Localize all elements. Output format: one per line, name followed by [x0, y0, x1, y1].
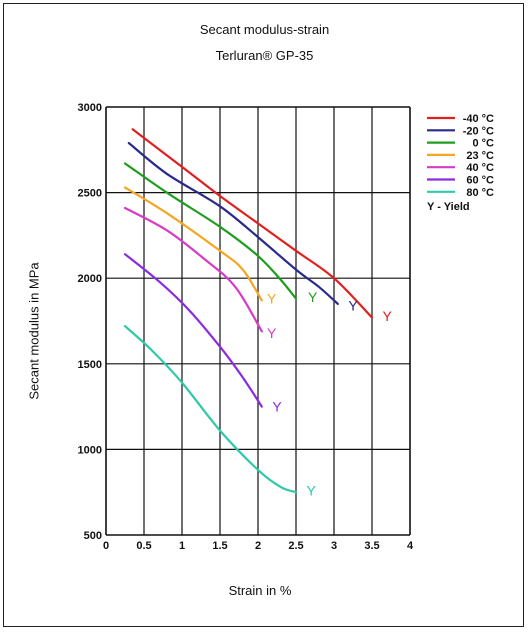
x-tick-label: 1.5 [212, 540, 227, 552]
y-tick-label: 1500 [78, 359, 102, 371]
series-line-6 [123, 325, 298, 494]
series-line-0 [131, 128, 374, 319]
series-line-5 [123, 253, 263, 408]
yield-marker: Y [267, 291, 277, 307]
x-axis-label: Strain in % [228, 583, 292, 598]
legend-label: -40 °C [463, 113, 494, 125]
yield-marker: Y [267, 325, 277, 341]
series-line-1 [127, 141, 339, 305]
x-tick-label: 2 [255, 540, 261, 552]
legend-label: 0 °C [472, 138, 494, 150]
y-tick-label: 2500 [78, 188, 102, 200]
x-tick-label: 3.5 [364, 540, 379, 552]
legend-label: 80 °C [466, 187, 494, 199]
yield-legend-note: Y - Yield [427, 201, 470, 213]
yield-marker: Y [272, 399, 282, 415]
legend-label: 60 °C [466, 175, 494, 187]
y-tick-label: 3000 [78, 102, 102, 114]
y-tick-label: 500 [84, 530, 102, 542]
yield-marker: Y [307, 482, 317, 498]
y-tick-label: 1000 [78, 444, 102, 456]
x-tick-label: 0.5 [136, 540, 151, 552]
series-line-3 [123, 186, 263, 302]
chart-title: Secant modulus-strain [199, 22, 330, 37]
legend-label: 23 °C [466, 150, 494, 162]
series-line-2 [123, 162, 298, 300]
yield-marker: Y [383, 308, 393, 324]
chart-subtitle: Terluran® GP-35 [215, 48, 314, 63]
x-tick-label: 4 [407, 540, 414, 552]
yield-marker: Y [308, 289, 318, 305]
yield-marker: Y [348, 298, 358, 314]
x-tick-label: 0 [103, 540, 109, 552]
series-line-4 [123, 206, 263, 333]
x-tick-label: 3 [331, 540, 337, 552]
x-tick-label: 2.5 [288, 540, 303, 552]
x-tick-label: 1 [179, 540, 185, 552]
y-tick-label: 2000 [78, 273, 102, 285]
legend-label: 40 °C [466, 162, 494, 174]
legend-label: -20 °C [463, 125, 494, 137]
